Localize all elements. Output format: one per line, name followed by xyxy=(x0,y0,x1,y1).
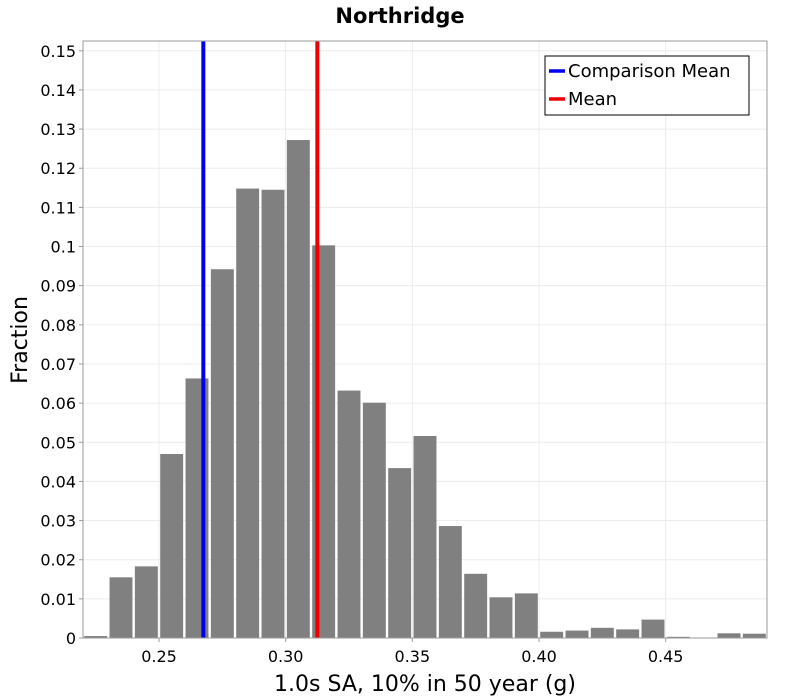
legend-label-mean: Mean xyxy=(568,89,617,110)
histogram-bar xyxy=(742,633,766,638)
y-tick-label: 0.11 xyxy=(40,198,76,217)
histogram-bar xyxy=(717,633,741,638)
chart-title: Northridge xyxy=(335,4,464,28)
y-axis-label: Fraction xyxy=(8,296,33,384)
x-tick-label: 0.25 xyxy=(141,647,177,666)
histogram-bar xyxy=(210,269,234,638)
y-tick-label: 0.02 xyxy=(40,551,76,570)
y-tick-label: 0 xyxy=(66,629,76,648)
histogram-bar xyxy=(134,566,158,638)
y-tick-label: 0.13 xyxy=(40,120,76,139)
x-tick-label: 0.30 xyxy=(268,647,304,666)
y-axis-ticks: 0 0.01 0.02 0.03 0.04 0.05 0.06 0.07 0.08 0.09 0.1… xyxy=(40,42,83,648)
histogram-bar xyxy=(362,402,386,638)
histogram-bar xyxy=(489,597,513,638)
legend: Comparison Mean Mean xyxy=(544,55,750,116)
x-axis-label: 1.0s SA, 10% in 50 year (g) xyxy=(274,672,576,697)
y-tick-label: 0.1 xyxy=(51,238,76,257)
x-tick-label: 0.45 xyxy=(648,647,684,666)
y-tick-label: 0.09 xyxy=(40,277,76,296)
y-tick-label: 0.12 xyxy=(40,159,76,178)
histogram-bar xyxy=(641,619,665,638)
histogram-bar xyxy=(109,577,133,638)
legend-box xyxy=(544,55,750,116)
plot-frame xyxy=(82,40,768,639)
y-tick-label: 0.07 xyxy=(40,355,76,374)
histogram-bar xyxy=(438,526,462,638)
y-tick-label: 0.04 xyxy=(40,472,76,491)
x-axis-ticks: 0.25 0.30 0.35 0.40 0.45 xyxy=(141,638,683,666)
y-tick-label: 0.01 xyxy=(40,590,76,609)
histogram-bar xyxy=(464,573,488,638)
histogram-bar xyxy=(540,631,564,638)
histogram-bar xyxy=(261,189,285,638)
histogram-bar xyxy=(413,435,437,638)
y-tick-label: 0.03 xyxy=(40,512,76,531)
histogram-bar xyxy=(236,188,260,638)
histogram-bar xyxy=(388,468,412,638)
histogram-bar xyxy=(616,629,640,638)
y-tick-label: 0.08 xyxy=(40,316,76,335)
legend-label-comparison-mean: Comparison Mean xyxy=(568,61,731,82)
histogram-bar xyxy=(337,390,361,638)
histogram-bar xyxy=(160,454,184,638)
histogram-bar xyxy=(666,636,690,638)
x-tick-label: 0.35 xyxy=(395,647,431,666)
y-tick-label: 0.14 xyxy=(40,81,76,100)
histogram-bar xyxy=(84,636,108,638)
histogram-bar xyxy=(590,627,614,638)
histogram-bar xyxy=(514,593,538,638)
x-tick-label: 0.40 xyxy=(521,647,557,666)
mean-lines xyxy=(201,41,320,638)
y-tick-label: 0.06 xyxy=(40,394,76,413)
y-tick-label: 0.15 xyxy=(40,42,76,61)
histogram-bar xyxy=(565,630,589,638)
y-tick-label: 0.05 xyxy=(40,433,76,452)
histogram-bar xyxy=(286,140,310,638)
